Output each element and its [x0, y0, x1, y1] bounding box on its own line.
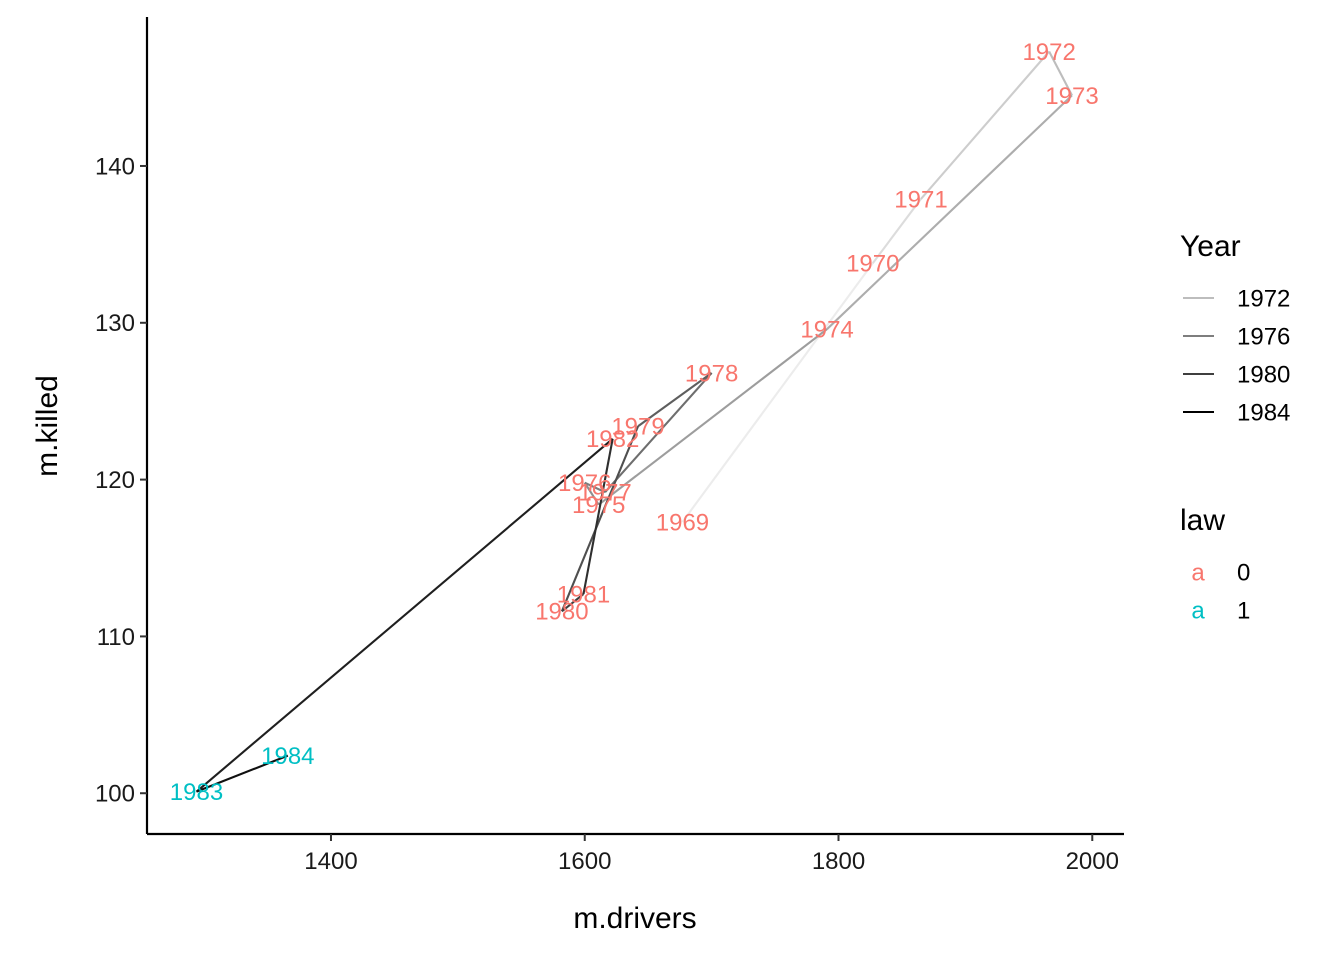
path-segment-1977 [604, 372, 713, 493]
path-segment-1973 [826, 94, 1073, 330]
path-segment-1978 [637, 372, 713, 428]
point-label-1982: 1982 [586, 426, 639, 453]
legend-year-label-1976: 1976 [1237, 323, 1290, 350]
axes: 1400 1600 1800 2000 100 110 120 130 140 [95, 17, 1124, 875]
point-label-1978: 1978 [685, 360, 738, 387]
x-ticks: 1400 1600 1800 2000 [304, 834, 1119, 875]
path-segment-1979 [560, 425, 640, 612]
x-tick-label: 2000 [1066, 848, 1119, 875]
legend-law-label-0: 0 [1237, 559, 1250, 586]
legend-year: Year 1972 1976 1980 1984 [1180, 230, 1290, 426]
path-segment-1981 [582, 438, 614, 595]
x-tick-label: 1800 [812, 848, 865, 875]
y-axis-title: m.killed [31, 375, 64, 477]
legend-law-label-1: 1 [1237, 597, 1250, 624]
point-label-1984: 1984 [261, 743, 314, 770]
y-tick-label: 100 [95, 781, 135, 808]
legend-law: law a 0 a 1 [1180, 504, 1250, 624]
path-segment-1983 [196, 754, 289, 793]
legend-year-items: 1972 1976 1980 1984 [1183, 285, 1290, 426]
point-label-1970: 1970 [846, 251, 899, 278]
path-layer [195, 50, 1073, 793]
legend-year-label-1984: 1984 [1237, 399, 1290, 426]
path-segment-1976 [584, 481, 606, 494]
legend-law-title: law [1180, 504, 1225, 537]
point-label-1972: 1972 [1022, 39, 1075, 66]
point-label-1974: 1974 [800, 316, 853, 343]
legend-year-label-1972: 1972 [1237, 285, 1290, 312]
x-tick-label: 1400 [304, 848, 357, 875]
point-label-1979: 1979 [611, 414, 664, 441]
legend-law-items: a 0 a 1 [1191, 559, 1250, 624]
y-tick-label: 130 [95, 310, 135, 337]
legend-year-label-1980: 1980 [1237, 361, 1290, 388]
y-ticks: 100 110 120 130 140 [95, 153, 147, 808]
path-segment-1969 [681, 262, 874, 523]
y-tick-label: 140 [95, 153, 135, 180]
point-label-1975: 1975 [572, 492, 625, 519]
point-label-1976: 1976 [558, 470, 611, 497]
path-segment-1974 [598, 328, 828, 506]
y-tick-label: 120 [95, 467, 135, 494]
path-segment-1980 [561, 593, 585, 613]
legend-law-key-0: a [1191, 559, 1205, 586]
legend-year-title: Year [1180, 230, 1241, 263]
path-segment-1971 [920, 50, 1050, 200]
path-segment-1970 [871, 198, 922, 264]
point-label-1973: 1973 [1045, 83, 1098, 110]
point-label-1981: 1981 [557, 581, 610, 608]
path-segment-1972 [1048, 51, 1073, 96]
point-label-1983: 1983 [170, 779, 223, 806]
point-label-1980: 1980 [535, 599, 588, 626]
point-label-1971: 1971 [894, 186, 947, 213]
x-tick-label: 1600 [558, 848, 611, 875]
y-tick-label: 110 [97, 624, 135, 651]
point-label-1969: 1969 [656, 509, 709, 536]
x-axis-title: m.drivers [573, 902, 696, 935]
path-segment-1982 [195, 438, 614, 793]
point-label-1977: 1977 [578, 480, 631, 507]
path-segment-1975 [583, 482, 600, 506]
legend-law-key-1: a [1191, 597, 1205, 624]
